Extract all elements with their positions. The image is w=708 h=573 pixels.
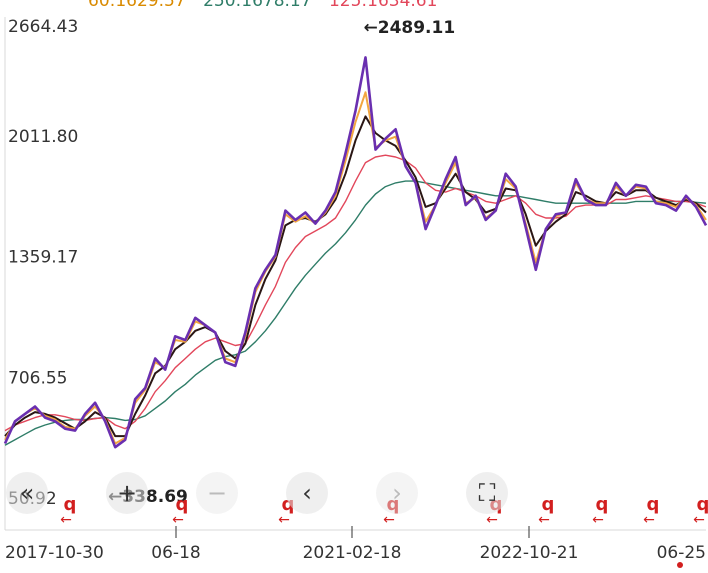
double-chevron-left-icon: « [19,479,35,507]
dividend-marker: q [64,494,77,515]
series-line-250 [4,180,707,446]
dividend-marker: q [697,494,708,515]
scroll-left-button[interactable]: « [6,472,48,514]
max-value-label: ←2489.11 [364,18,456,38]
marker-arrow-icon: ← [693,512,705,528]
y-tick-label: 706.55 [8,368,67,388]
series-line-ma5 [4,91,707,445]
marker-arrow-icon: ← [60,512,72,528]
marker-arrow-icon: ← [538,512,550,528]
previous-button[interactable]: ‹ [286,472,328,514]
marker-arrow-icon: ← [172,512,184,528]
marker-arrow-icon: ← [592,512,604,528]
ma-legend-125: 125:1634.61 [328,0,438,11]
zoom-out-button[interactable]: − [196,472,238,514]
marker-arrow-icon: ← [383,512,395,528]
x-tick-label: 2022-10-21 [480,543,579,563]
y-tick-label: 1359.17 [8,248,78,268]
current-dot [677,562,683,568]
marker-arrow-icon: ← [278,512,290,528]
dividend-marker: q [647,494,660,515]
minus-icon: − [206,479,228,507]
marker-arrow-icon: ← [486,512,498,528]
dividend-marker: q [176,494,189,515]
series-line-k [3,56,708,449]
fullscreen-icon: ⛶ [478,479,496,507]
x-tick-label: 06-25 [657,543,706,563]
chevron-right-icon: › [392,479,402,507]
dividend-marker: q [596,494,609,515]
series-line-125 [4,154,707,432]
y-tick-label: 2011.80 [8,127,78,147]
dividend-marker: q [542,494,555,515]
plus-icon: + [116,479,138,507]
zoom-in-button[interactable]: + [106,472,148,514]
x-tick-label: 2017-10-30 [5,543,104,563]
fullscreen-button[interactable]: ⛶ [466,472,508,514]
ma-legend-250: 250:1678.17 [203,0,312,11]
y-tick-label: 2664.43 [8,17,78,37]
dividend-marker: q [387,494,400,515]
series-line-ma10 [4,115,707,438]
marker-arrow-icon: ← [643,512,655,528]
next-button[interactable]: › [376,472,418,514]
ma-legend-60: 60:1629.57 [88,0,186,11]
chevron-left-icon: ‹ [302,479,312,507]
x-tick-label: 2021-02-18 [303,543,402,563]
x-tick-label: 06-18 [151,543,200,563]
ma-legend: 60:1629.57 250:1678.17 125:1634.61 [88,0,449,11]
